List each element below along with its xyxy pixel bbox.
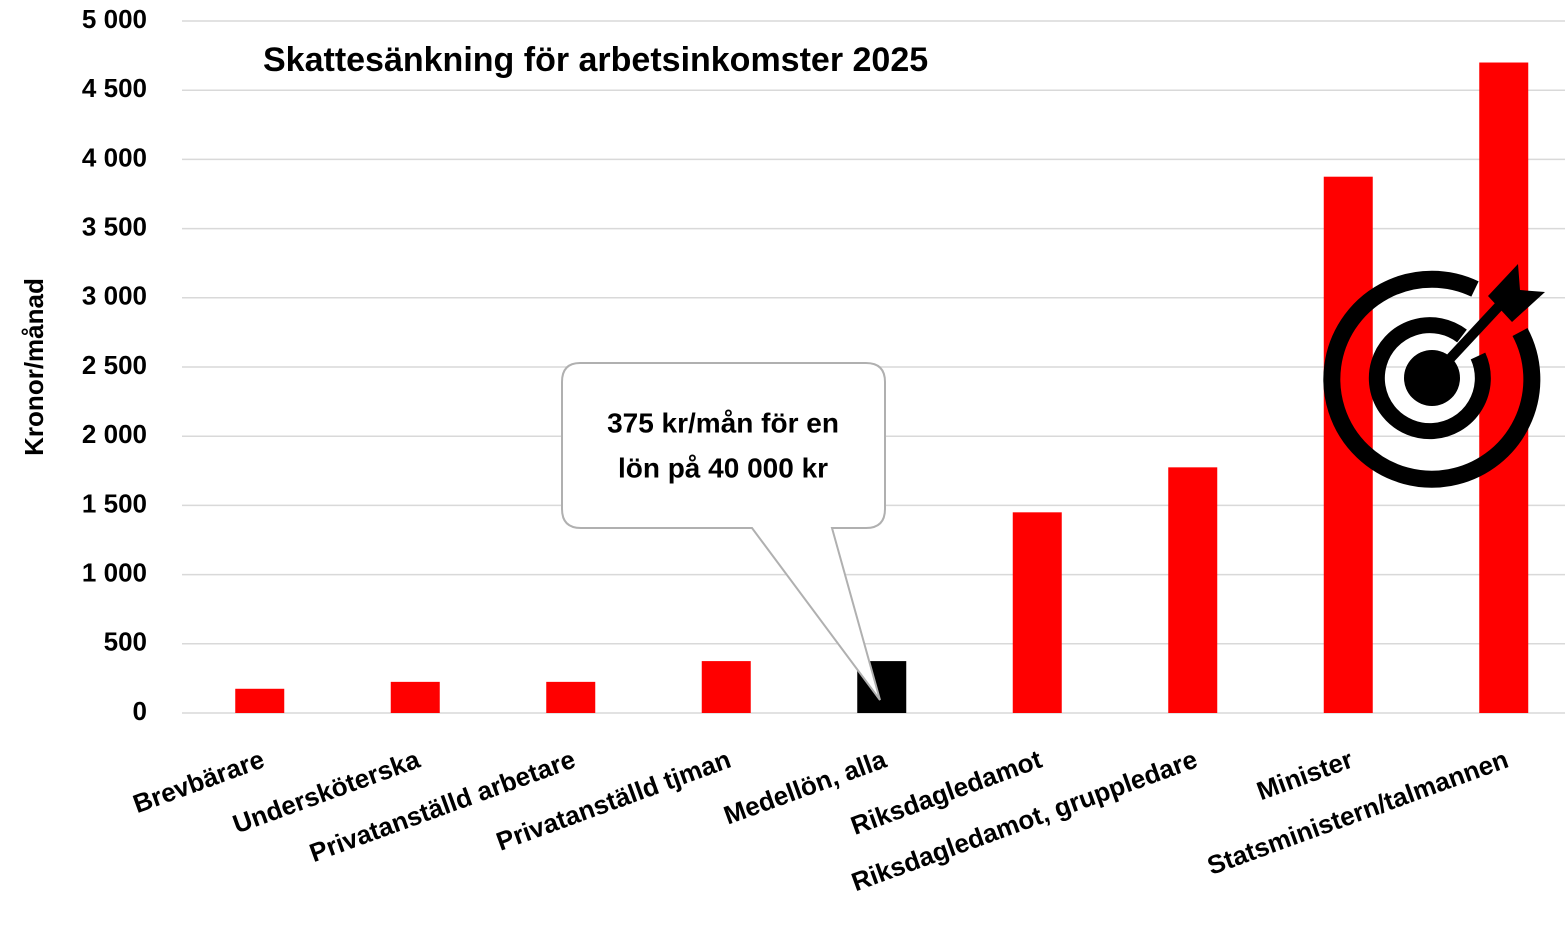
target-icon: [1323, 264, 1545, 488]
callout-box: [561, 362, 886, 701]
x-tick-label: Privatanställd arbetare: [305, 744, 579, 868]
arrow-shaft: [1428, 301, 1504, 382]
y-tick-label: 2 500: [82, 350, 147, 380]
callout: 375 kr/mån för en lön på 40 000 kr: [561, 362, 886, 701]
target-ring: [1368, 317, 1491, 440]
bar: [235, 688, 285, 713]
y-tick-label: 5 000: [82, 4, 147, 34]
arrow-fletching: [1488, 264, 1545, 322]
bar: [1012, 512, 1062, 713]
y-tick-label: 1 000: [82, 557, 147, 587]
y-tick-label: 3 500: [82, 211, 147, 241]
y-tick-label: 0: [133, 696, 147, 726]
bar: [390, 681, 440, 713]
target-ring: [1323, 270, 1541, 488]
y-tick-label: 4 000: [82, 142, 147, 172]
y-axis-label: Kronor/månad: [19, 278, 49, 456]
bar: [1168, 467, 1218, 713]
x-tick-label: Statsministern/talmannen: [1203, 744, 1512, 881]
y-tick-label: 500: [104, 627, 147, 657]
annotation-line: lön på 40 000 kr: [618, 452, 828, 483]
annotation-line: 375 kr/mån för en: [607, 407, 839, 438]
y-tick-label: 4 500: [82, 73, 147, 103]
y-tick-label: 2 000: [82, 419, 147, 449]
bar: [546, 681, 596, 713]
x-tick-label: Minister: [1253, 744, 1357, 806]
chart-title: Skattesänkning för arbetsinkomster 2025: [263, 41, 928, 79]
y-tick-label: 3 000: [82, 281, 147, 311]
bar: [701, 661, 751, 713]
y-tick-label: 1 500: [82, 488, 147, 518]
